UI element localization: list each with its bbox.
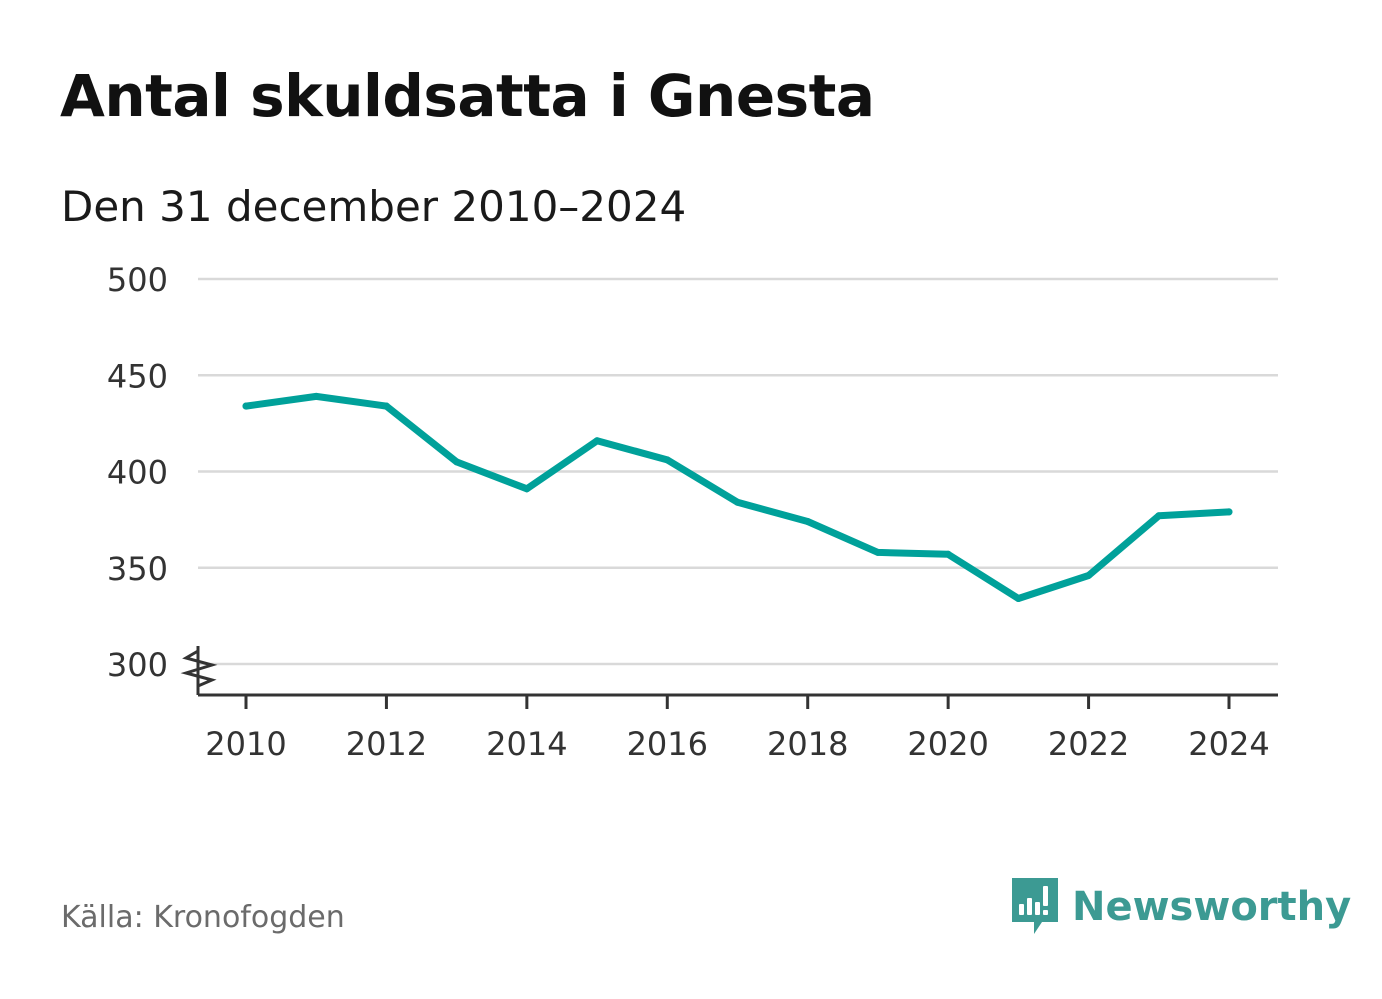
newsworthy-logo-icon: [1012, 878, 1058, 934]
chart-subtitle: Den 31 december 2010–2024: [61, 182, 687, 231]
data-point: [523, 485, 531, 493]
y-tick-labels: 300 350 400 450 500: [107, 261, 168, 684]
y-tick-label: 450: [107, 357, 168, 395]
data-point: [1155, 512, 1163, 520]
data-point: [312, 392, 320, 400]
data-point: [1014, 595, 1022, 603]
grid-lines: [198, 277, 1278, 666]
data-point: [944, 550, 952, 558]
x-tick-label: 2016: [627, 725, 708, 763]
data-point: [874, 548, 882, 556]
series-layer: [242, 392, 1233, 603]
data-point: [453, 458, 461, 466]
y-tick-label: 400: [107, 454, 168, 492]
y-tick-label: 500: [107, 261, 168, 299]
brand-name: Newsworthy: [1072, 884, 1352, 930]
x-tick-labels: 2010 2012 2014 2016 2018 2020 2022 2024: [205, 695, 1270, 763]
y-tick-label: 350: [107, 550, 168, 588]
x-tick-label: 2012: [346, 725, 427, 763]
data-point: [1225, 508, 1233, 516]
x-tick-label: 2022: [1048, 725, 1129, 763]
data-point: [804, 518, 812, 526]
brand: Newsworthy: [1010, 876, 1351, 938]
data-point: [663, 456, 671, 464]
x-tick-label: 2024: [1188, 725, 1269, 763]
data-point: [382, 402, 390, 410]
chart-title: Antal skuldsatta i Gnesta: [60, 62, 875, 130]
data-point: [734, 498, 741, 506]
data-point: [242, 402, 250, 410]
x-tick-label: 2018: [767, 725, 848, 763]
x-tick-label: 2014: [486, 725, 567, 763]
data-point: [1085, 571, 1093, 579]
source-note: Källa: Kronofogden: [61, 900, 345, 935]
x-tick-label: 2010: [205, 725, 286, 763]
axis-break-icon: [180, 649, 218, 688]
data-point: [593, 437, 601, 445]
x-axis: [180, 646, 1278, 697]
y-tick-label: 300: [107, 646, 168, 684]
x-tick-label: 2020: [907, 725, 988, 763]
